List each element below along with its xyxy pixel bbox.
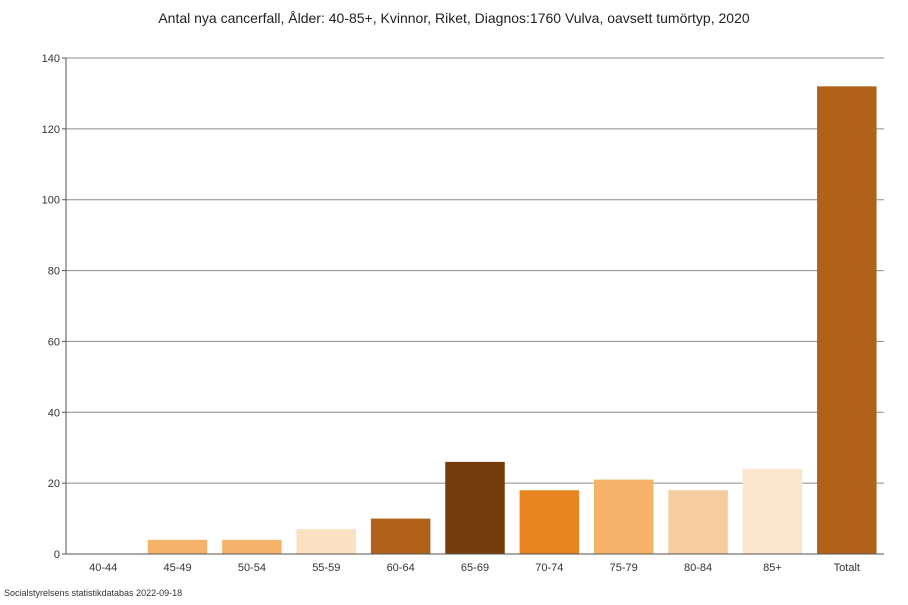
- x-tick-label: 70-74: [535, 562, 563, 574]
- y-tick-label: 100: [42, 195, 60, 207]
- axes: [62, 57, 884, 555]
- bar-50-54: [222, 539, 282, 554]
- x-tick-label: 45-49: [163, 562, 191, 574]
- x-tick-label: 65-69: [461, 562, 489, 574]
- bar-75-79: [593, 479, 654, 554]
- bar-totalt: [817, 86, 877, 554]
- x-tick-label: 60-64: [387, 562, 415, 574]
- y-tick-label: 120: [42, 124, 60, 136]
- y-tick-label: 0: [54, 549, 60, 561]
- x-tick-label: 75-79: [610, 562, 638, 574]
- x-tick-label: 50-54: [238, 562, 266, 574]
- y-tick-label: 20: [48, 478, 60, 490]
- x-tick-label: 85+: [763, 562, 782, 574]
- y-tick-label: 140: [42, 53, 60, 65]
- x-tick-label: 80-84: [684, 562, 712, 574]
- bars: [147, 86, 877, 554]
- bar-70-74: [519, 490, 580, 554]
- bar-45-49: [147, 539, 208, 554]
- y-tick-labels: 0 20 40 60 80 100 120 140: [42, 53, 60, 561]
- chart-title: Antal nya cancerfall, Ålder: 40-85+, Kvi…: [158, 10, 750, 26]
- x-tick-label: 55-59: [312, 562, 340, 574]
- bar-60-64: [370, 518, 431, 554]
- y-tick-label: 80: [48, 266, 60, 278]
- bar-55-59: [296, 529, 357, 554]
- source-note: Socialstyrelsens statistikdatabas 2022-0…: [4, 588, 183, 598]
- bar-65-69: [445, 461, 505, 554]
- x-tick-label: Totalt: [834, 562, 860, 574]
- x-tick-label: 40-44: [89, 562, 117, 574]
- bar-80-84: [668, 490, 728, 554]
- x-tick-labels: 40-44 45-49 50-54 55-59 60-64 65-69 70-74 75-79…: [89, 562, 860, 574]
- bar-85: [742, 468, 803, 554]
- y-tick-label: 60: [48, 336, 60, 348]
- y-tick-label: 40: [48, 407, 60, 419]
- grid-lines: [66, 57, 884, 484]
